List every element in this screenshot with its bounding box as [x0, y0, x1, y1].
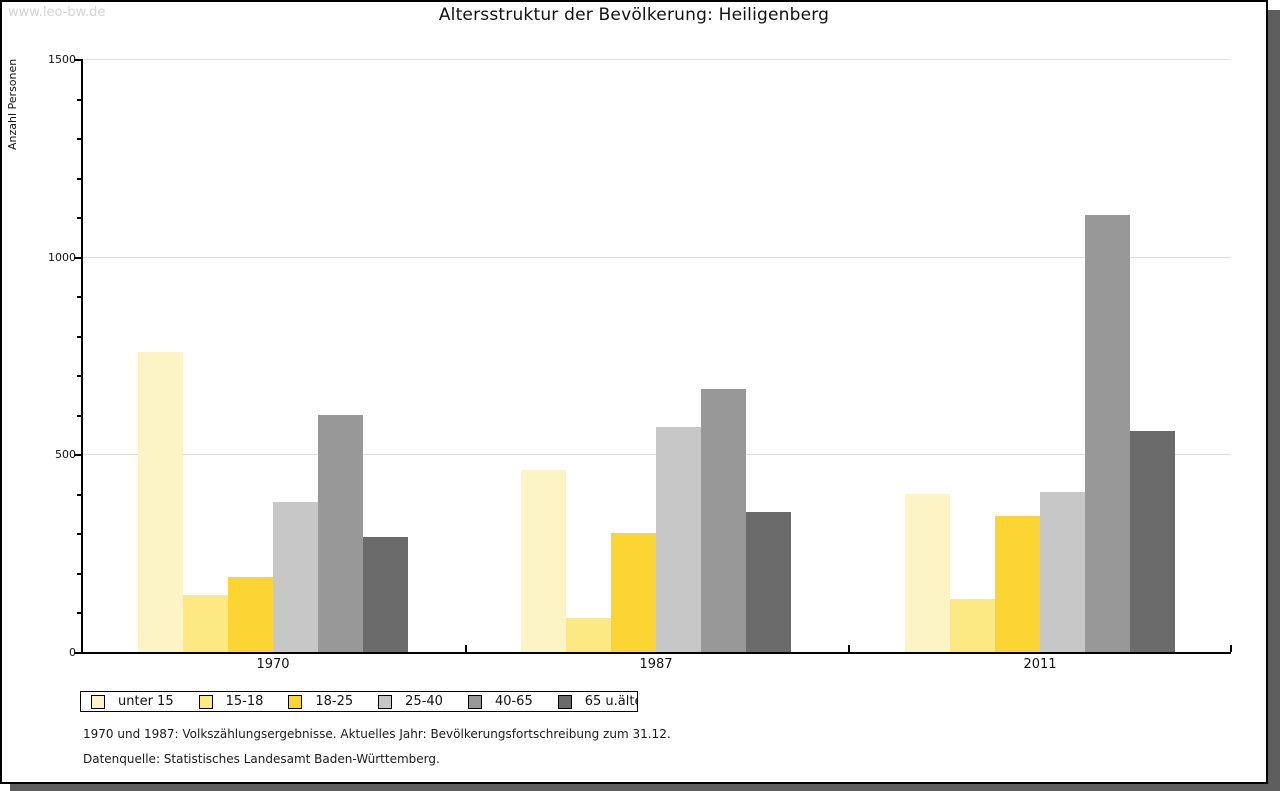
legend-swatch-icon: [288, 694, 303, 709]
y-minor-tick-700: [77, 375, 81, 377]
legend-item-25-40: 25-40: [368, 694, 458, 709]
legend-swatch-icon: [557, 694, 572, 709]
bar-2011-65 u.älter: [1130, 431, 1175, 652]
x-category-label-1987: 1987: [639, 657, 673, 672]
legend-item-40-65: 40-65: [458, 694, 548, 709]
y-minor-tick-800: [77, 336, 81, 338]
legend-label: 25-40: [405, 694, 443, 709]
bar-1970-15-18: [183, 595, 228, 652]
y-minor-tick-400: [77, 494, 81, 496]
footer-note: 1970 und 1987: Volkszählungsergebnisse. …: [83, 727, 671, 741]
legend-swatch-icon: [378, 694, 393, 709]
bar-1987-25-40: [656, 427, 701, 652]
y-axis-line: [81, 59, 83, 654]
bar-1970-18-25: [228, 577, 273, 652]
y-major-tick-1000: [74, 257, 81, 259]
legend-label: 18-25: [315, 694, 354, 709]
legend-label: 15-18: [225, 694, 264, 709]
legend-label: unter 15: [118, 694, 174, 709]
y-major-tick-1500: [74, 59, 81, 61]
chart-title: Altersstruktur der Bevölkerung: Heiligen…: [438, 5, 830, 25]
bar-1987-40-65: [701, 389, 746, 652]
legend-label: 40-65: [494, 694, 533, 709]
y-minor-tick-1300: [77, 138, 81, 140]
bar-1970-65 u.älter: [363, 537, 408, 652]
x-category-label-2011: 2011: [1023, 657, 1057, 672]
y-minor-tick-1400: [77, 99, 81, 101]
bar-1987-15-18: [566, 618, 611, 652]
bar-1970-40-65: [318, 415, 363, 652]
y-minor-tick-1200: [77, 178, 81, 180]
y-tick-label-500: 500: [55, 448, 76, 461]
x-category-label-1970: 1970: [256, 657, 290, 672]
footer-source: Datenquelle: Statistisches Landesamt Bad…: [83, 752, 440, 766]
x-axis-tick-0: [465, 645, 467, 652]
bar-1987-18-25: [611, 533, 656, 652]
bar-2011-25-40: [1040, 492, 1085, 652]
x-axis-line: [81, 652, 1231, 654]
watermark: www.leo-bw.de: [8, 5, 106, 20]
y-tick-label-1500: 1500: [48, 53, 76, 66]
legend-swatch-icon: [91, 694, 105, 709]
y-minor-tick-300: [77, 533, 81, 535]
bar-1987-65 u.älter: [746, 512, 791, 652]
y-tick-label-1000: 1000: [48, 251, 76, 264]
bar-2011-40-65: [1085, 215, 1130, 652]
bar-1970-25-40: [273, 502, 318, 652]
legend-item-15-18: 15-18: [189, 694, 279, 709]
bar-2011-15-18: [950, 599, 995, 652]
x-axis-tick-2: [1230, 645, 1232, 652]
y-minor-tick-200: [77, 573, 81, 575]
legend-item-unter 15: unter 15: [81, 694, 189, 709]
legend-swatch-icon: [198, 694, 213, 709]
y-major-tick-0: [74, 652, 81, 654]
bar-1970-unter 15: [138, 352, 183, 652]
y-minor-tick-100: [77, 612, 81, 614]
legend-swatch-icon: [467, 694, 482, 709]
legend-item-65 u.älter: 65 u.älter: [548, 694, 637, 709]
y-minor-tick-600: [77, 415, 81, 417]
x-axis-tick-1: [848, 645, 850, 652]
y-major-tick-500: [74, 454, 81, 456]
bar-2011-18-25: [995, 516, 1040, 652]
legend-label: 65 u.älter: [584, 694, 637, 709]
gridline-1500: [83, 59, 1231, 60]
legend-item-18-25: 18-25: [278, 694, 368, 709]
y-minor-tick-900: [77, 296, 81, 298]
bar-2011-unter 15: [905, 494, 950, 652]
y-tick-label-0: 0: [69, 646, 76, 659]
legend: unter 15 15-18 18-25 25-40 40-65 65 u.älter: [80, 691, 638, 712]
gridline-1000: [83, 257, 1231, 258]
bar-1987-unter 15: [521, 470, 566, 652]
y-minor-tick-1100: [77, 217, 81, 219]
